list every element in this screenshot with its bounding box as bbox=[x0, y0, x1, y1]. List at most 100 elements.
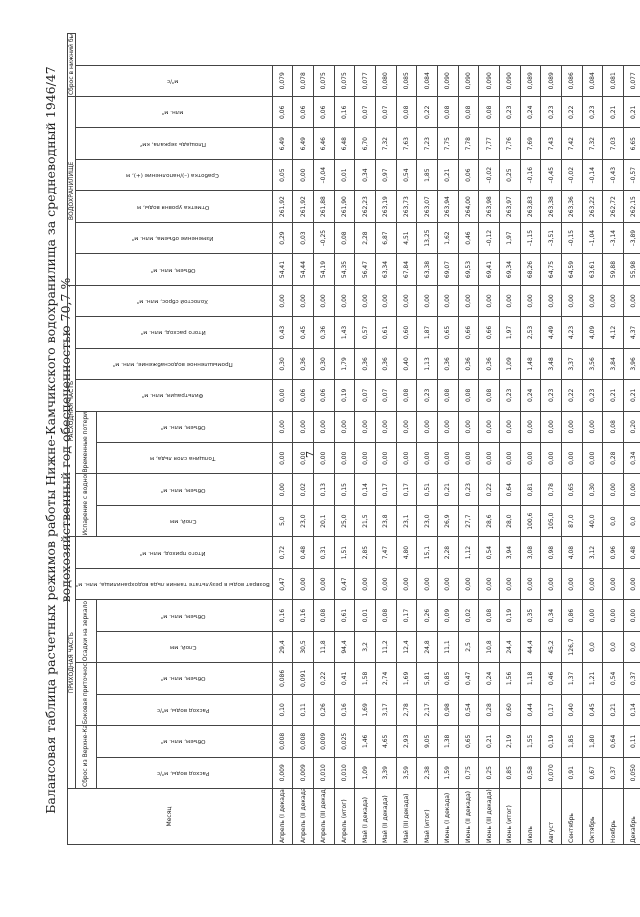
table-cell: 0,00 bbox=[272, 411, 293, 443]
table-cell: 6,70 bbox=[354, 127, 376, 160]
table-cell: 1,80 bbox=[582, 725, 603, 758]
table-cell: 3,2 bbox=[354, 631, 376, 663]
table-cell: 0,03 bbox=[292, 222, 314, 254]
table-cell: 1,87 bbox=[416, 316, 438, 349]
col-month-header: Месяц bbox=[67, 788, 273, 845]
table-row: Июнь (I декада) 1,59 1,38 0,98 0,85 11,1 0,09 0… bbox=[437, 34, 459, 845]
table-cell: 0,72 bbox=[272, 536, 293, 569]
table-cell: 264,00 bbox=[458, 190, 479, 223]
table-cell: 0,41 bbox=[334, 662, 355, 695]
table-cell: 263,83 bbox=[520, 190, 541, 223]
table-cell: 24,4 bbox=[499, 631, 521, 663]
table-row: Июнь (II декада) 0,75 0,65 0,54 0,47 2,5 0,02 0… bbox=[458, 34, 479, 845]
table-cell: 67,84 bbox=[396, 253, 417, 286]
table-cell: 0,00 bbox=[334, 285, 355, 317]
table-cell: 0,00 bbox=[354, 411, 376, 443]
table-row: Декабрь 0,050 0,11 0,14 0,37 0,0 0,00 0,00 0,48 0… bbox=[623, 34, 640, 845]
table-cell: 0,075 bbox=[313, 65, 335, 97]
table-cell: 0,23 bbox=[499, 379, 521, 412]
table-cell: 2,38 bbox=[416, 757, 438, 789]
table-cell: 0,37 bbox=[623, 662, 640, 695]
table-cell: 28,6 bbox=[478, 505, 500, 537]
table-cell: 0,46 bbox=[458, 222, 479, 254]
table-cell: –0,16 bbox=[520, 159, 541, 191]
table-cell: 0,16 bbox=[272, 599, 293, 632]
row-month-label: Апрель (III декада) bbox=[313, 788, 335, 845]
table-cell: 0,00 bbox=[623, 599, 640, 632]
balance-table: Месяц ПРИХОДНАЯ ЧАСТЬ РАСХОДНАЯ ЧАСТЬ ВО… bbox=[67, 33, 640, 845]
table-cell: 0,30 bbox=[582, 473, 603, 506]
table-cell: 0,00 bbox=[602, 568, 624, 600]
table-cell: 0,36 bbox=[354, 348, 376, 380]
table-cell: 0,30 bbox=[313, 348, 335, 380]
table-cell: –0,04 bbox=[313, 159, 335, 191]
table-cell: 261,92 bbox=[272, 190, 293, 223]
header-row-1: Месяц ПРИХОДНАЯ ЧАСТЬ РАСХОДНАЯ ЧАСТЬ ВО… bbox=[67, 33, 273, 845]
table-cell: 5,0 bbox=[272, 505, 293, 537]
table-cell: 1,21 bbox=[582, 662, 603, 695]
table-cell: 40,0 bbox=[582, 505, 603, 537]
table-cell: 0,48 bbox=[623, 536, 640, 569]
table-cell: 0,48 bbox=[292, 536, 314, 569]
sub-ob-3: Объем, млн. м³ bbox=[96, 599, 273, 632]
table-cell: 7,78 bbox=[458, 127, 479, 160]
table-cell: 0,29 bbox=[272, 222, 293, 254]
table-cell: 1,43 bbox=[334, 316, 355, 349]
table-row: Апрель (III декада) 0,010 0,009 0,26 0,22 11,… bbox=[313, 34, 335, 845]
table-cell: 0,00 bbox=[540, 568, 562, 600]
table-cell: 0,19 bbox=[334, 379, 355, 412]
table-cell: 3,59 bbox=[396, 757, 417, 789]
table-cell: 0,35 bbox=[520, 599, 541, 632]
table-cell: 0,00 bbox=[272, 442, 293, 474]
sub-sloy-1: Слой, мм bbox=[96, 631, 273, 663]
table-cell: 26,9 bbox=[437, 505, 459, 537]
table-cell: 1,51 bbox=[334, 536, 355, 569]
table-cell: 0,009 bbox=[272, 757, 293, 789]
table-cell: 6,49 bbox=[272, 127, 293, 160]
table-cell: 0,54 bbox=[478, 536, 500, 569]
table-cell: 261,88 bbox=[313, 190, 335, 223]
table-cell: 9,05 bbox=[416, 725, 438, 758]
table-cell: 7,75 bbox=[437, 127, 459, 160]
table-cell: 0,086 bbox=[561, 65, 583, 97]
table-cell: 0,65 bbox=[437, 316, 459, 349]
table-cell: 0,81 bbox=[520, 473, 541, 506]
table-cell: 12,4 bbox=[396, 631, 417, 663]
table-cell: 0,00 bbox=[499, 411, 521, 443]
table-cell: 2,28 bbox=[437, 536, 459, 569]
table-cell: 54,35 bbox=[334, 253, 355, 286]
table-cell: 2,78 bbox=[396, 694, 417, 726]
table-cell: 0,40 bbox=[396, 348, 417, 380]
table-cell: 1,09 bbox=[499, 348, 521, 380]
table-cell: 0,00 bbox=[582, 285, 603, 317]
table-row: Апрель (I декада) 0,009 0,008 0,10 0,086 29,4… bbox=[272, 34, 293, 845]
table-cell: 0,050 bbox=[623, 757, 640, 789]
table-cell: –0,57 bbox=[623, 159, 640, 191]
row-month-label: Апрель (I декада) bbox=[272, 788, 293, 845]
table-cell: 126,7 bbox=[561, 631, 583, 663]
table-cell: 0,00 bbox=[602, 473, 624, 506]
table-cell: 0,60 bbox=[499, 694, 521, 726]
table-cell: 0,07 bbox=[354, 379, 376, 412]
table-cell: 44,4 bbox=[520, 631, 541, 663]
table-cell: 0,00 bbox=[602, 285, 624, 317]
table-cell: 0,06 bbox=[272, 96, 293, 128]
table-cell: 0,23 bbox=[540, 379, 562, 412]
table-cell: –3,51 bbox=[540, 222, 562, 254]
table-cell: 0,00 bbox=[334, 442, 355, 474]
sbros-header: Сброс в нижний бьеф bbox=[67, 33, 76, 97]
table-cell: 0,60 bbox=[396, 316, 417, 349]
table-cell: 0,17 bbox=[540, 694, 562, 726]
table-cell: 0,009 bbox=[292, 757, 314, 789]
table-cell: 0,08 bbox=[602, 411, 624, 443]
sub-ob-5: Объем, млн. м³ bbox=[96, 411, 273, 443]
table-cell: 0,00 bbox=[292, 159, 314, 191]
table-row: Июнь (III декада) 0,25 0,21 0,28 0,24 10,8 0,0… bbox=[478, 34, 500, 845]
table-cell: 0,45 bbox=[292, 316, 314, 349]
table-cell: 0,090 bbox=[478, 65, 500, 97]
table-cell: 7,77 bbox=[478, 127, 500, 160]
table-cell: 0,00 bbox=[354, 285, 376, 317]
table-cell: 263,07 bbox=[416, 190, 438, 223]
table-cell: –0,02 bbox=[478, 159, 500, 191]
table-cell: 0,17 bbox=[375, 473, 397, 506]
